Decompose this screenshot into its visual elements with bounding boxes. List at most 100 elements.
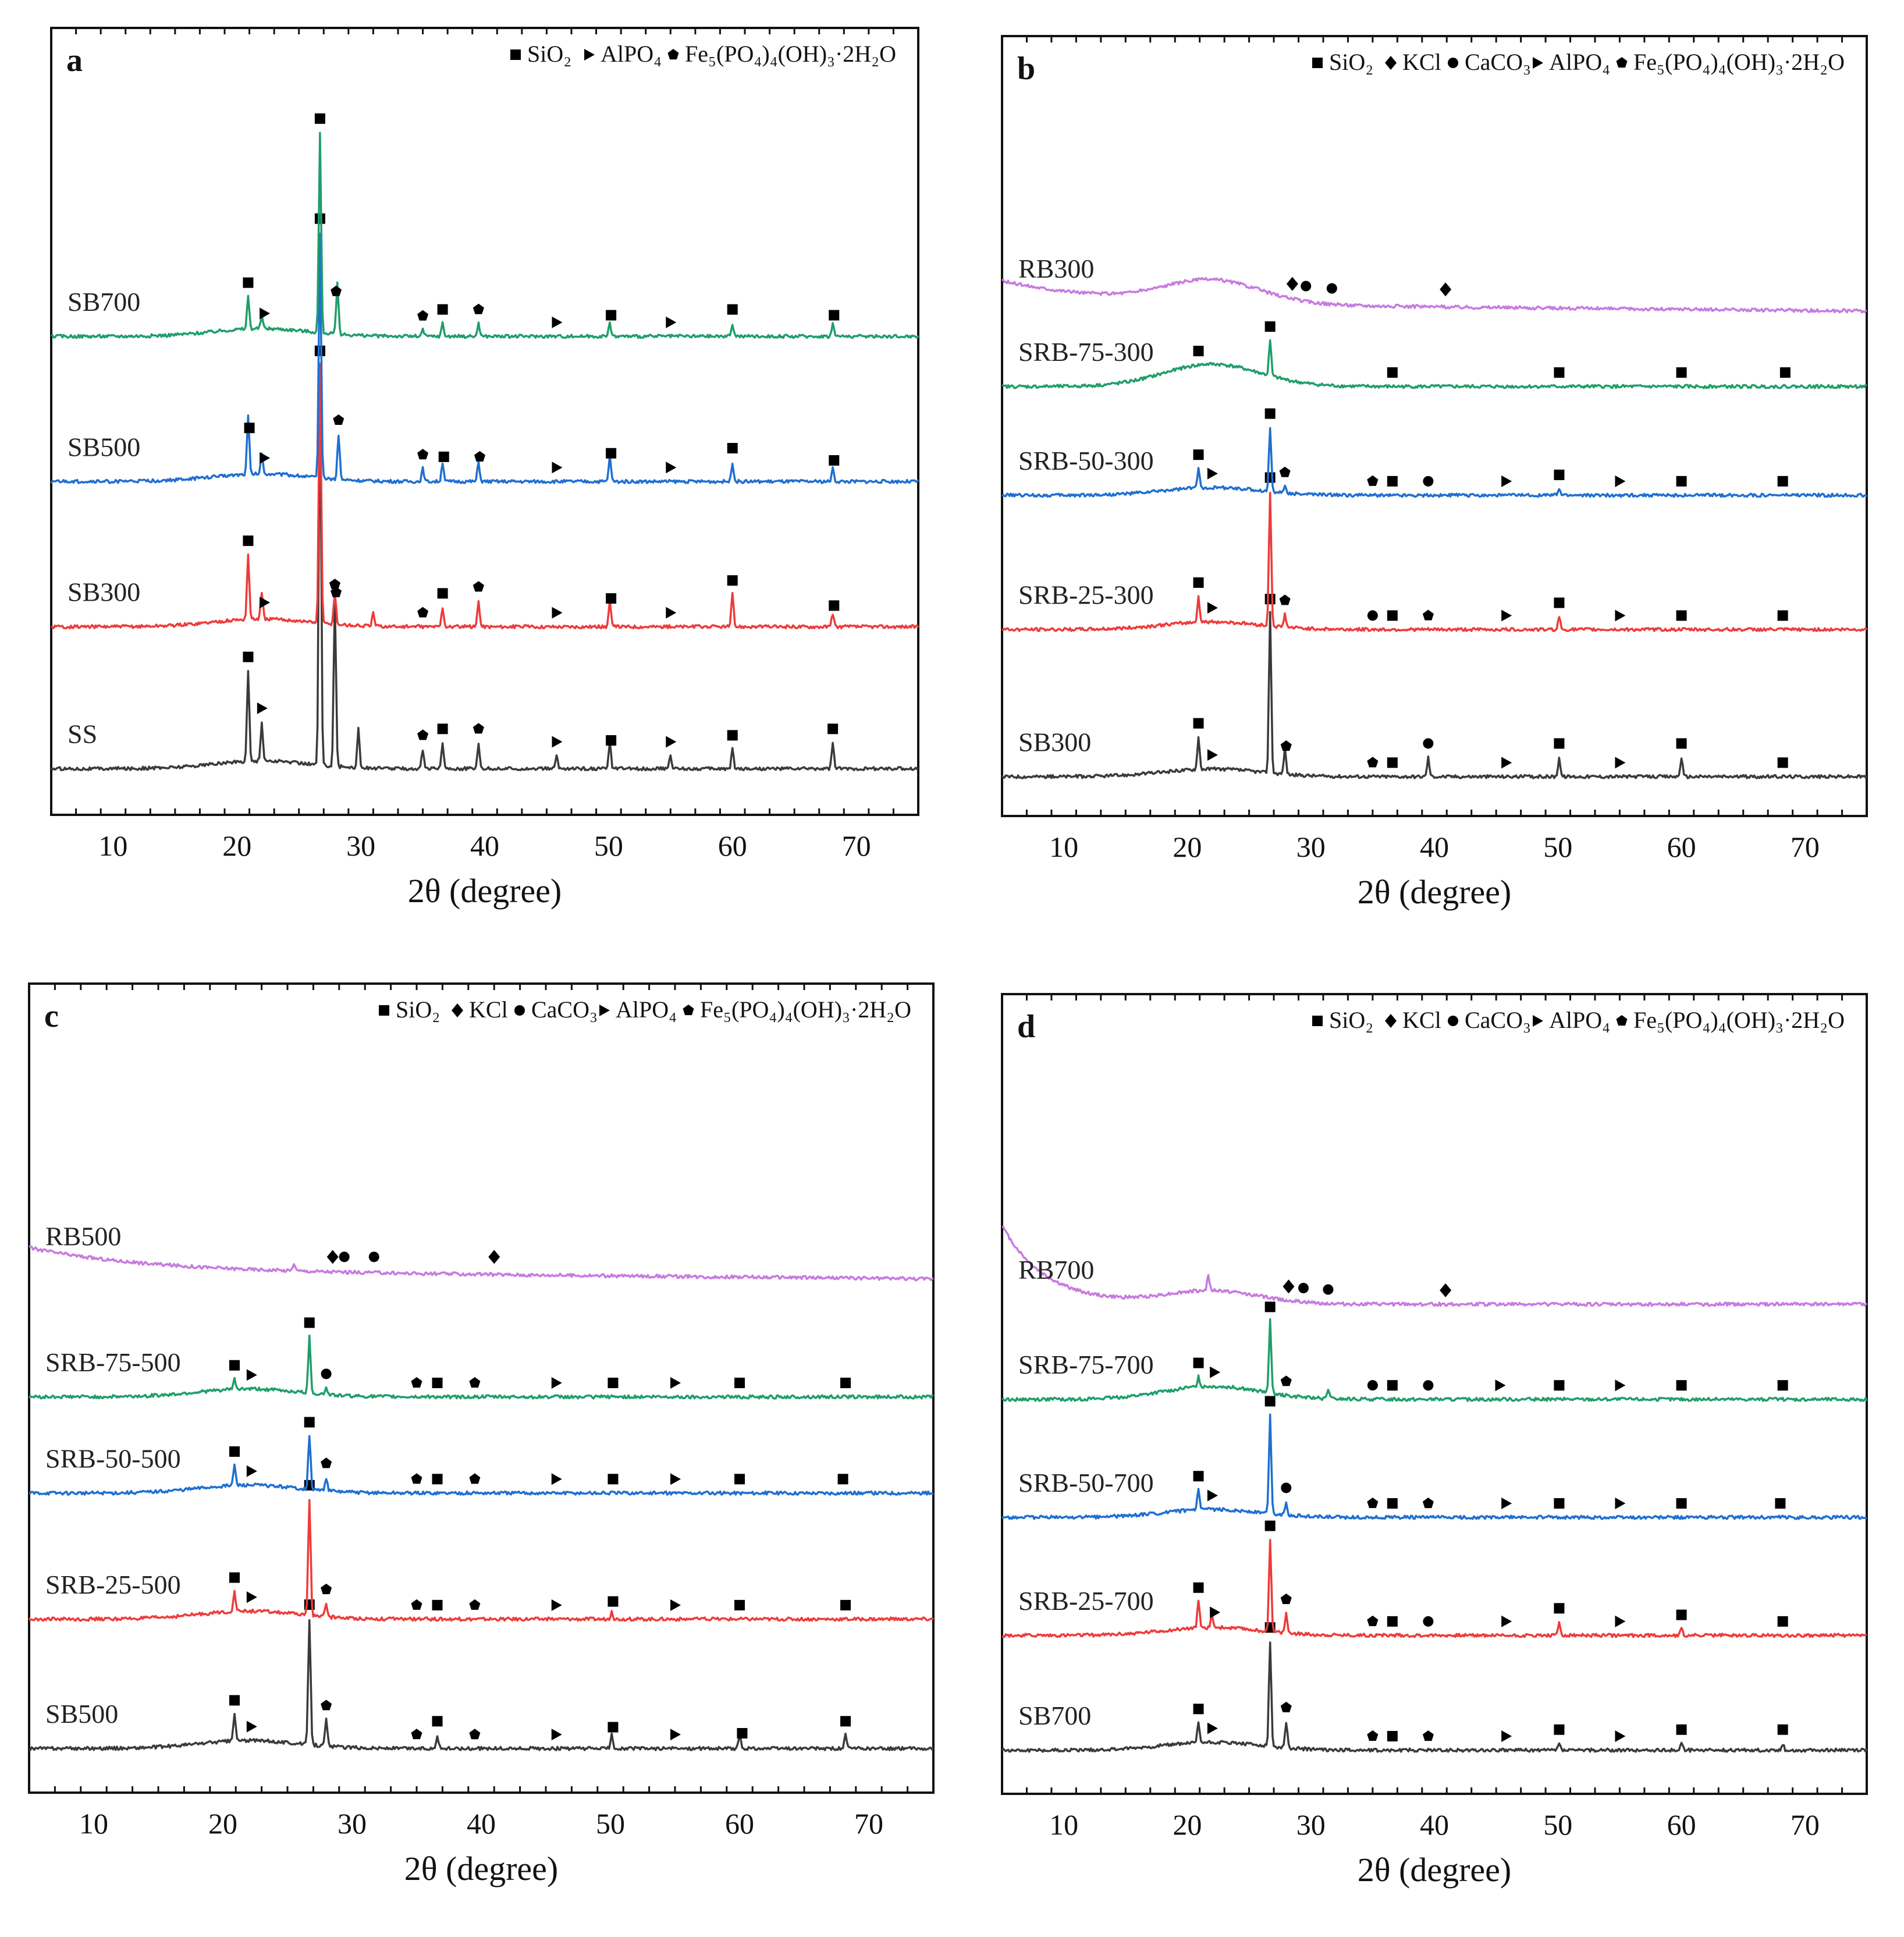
panel-d: d 10 20 30 40 50 60 70 2θ (degree) SiO₂ KCl CaCO₃ Al… (1001, 993, 1868, 1889)
legend-caco3-marker (514, 1005, 525, 1016)
series-srb-25-700-sio2-marker (1387, 1616, 1398, 1627)
legend-label-sio2: SiO₂ (1329, 49, 1373, 75)
series-sb500-alpo4-marker (552, 462, 563, 474)
trace-srb-25-300 (1001, 492, 1868, 633)
series-ss-alpo4-marker (552, 736, 563, 748)
series-ss-alpo4-marker (666, 736, 677, 748)
series-sb300-fe-marker (1280, 740, 1292, 751)
series-srb-50-300-sio2-marker (1554, 469, 1565, 480)
legend-sio2-marker (1312, 58, 1323, 68)
series-sb700-alpo4-marker (552, 316, 563, 328)
trace-sb700 (1001, 1641, 1868, 1753)
legend-kcl-marker (1385, 56, 1397, 70)
series-srb-50-500-fe-marker (411, 1473, 422, 1484)
series-sb300-alpo4-marker (1207, 749, 1218, 761)
panel-frame (1001, 35, 1868, 817)
series-ss-sio2-marker (727, 730, 738, 741)
legend-label-alpo4: AlPO₄ (1549, 49, 1610, 75)
legend-fe-marker (1616, 57, 1628, 68)
series-srb-50-500-alpo4-marker (246, 1465, 257, 1477)
series-sb300-sio2-marker (1264, 594, 1276, 605)
series-sb700-fe-marker (417, 310, 429, 321)
trace-srb-75-500 (28, 1335, 933, 1400)
trace-srb-25-700 (1001, 1539, 1867, 1638)
series-srb-50-700-caco3-marker (1281, 1482, 1292, 1493)
series-sb500-alpo4-marker (551, 1729, 562, 1741)
series-sb700-alpo4-marker (1615, 1730, 1626, 1742)
series-srb-75-500-fe-marker (411, 1377, 422, 1388)
series-label-rb500: RB500 (45, 1221, 121, 1251)
series-label-srb-25-300: SRB-25-300 (1018, 580, 1154, 610)
series-sb300-alpo4-marker (260, 597, 271, 609)
series-srb-75-300-sio2-marker (1676, 367, 1687, 378)
x-axis-title: 2θ (degree) (1358, 1851, 1511, 1889)
x-tick-label: 30 (346, 829, 375, 862)
series-sb300-sio2-marker (314, 345, 325, 356)
series-sb700-alpo4-marker (666, 316, 677, 328)
series-srb-75-700-sio2-marker (1387, 1380, 1398, 1391)
series-label-srb-75-500: SRB-75-500 (45, 1347, 181, 1377)
series-srb-50-300-sio2-marker (1676, 476, 1687, 487)
series-label-srb-75-300: SRB-75-300 (1018, 337, 1154, 367)
trace-srb-75-300 (1001, 339, 1867, 389)
series-sb500-fe-marker (321, 1700, 332, 1711)
series-srb-25-300-sio2-marker (1777, 610, 1788, 621)
series-ss-sio2-marker (606, 735, 617, 746)
legend-kcl-marker (452, 1003, 463, 1017)
series-srb-25-700-alpo4-marker (1615, 1615, 1626, 1627)
series-sb300-fe-marker (473, 581, 484, 592)
legend-label-caco3: CaCO₃ (1465, 49, 1531, 75)
series-srb-50-300-sio2-marker (1193, 449, 1204, 460)
series-srb-50-300-sio2-marker (1777, 476, 1788, 487)
x-tick-label: 30 (1296, 1808, 1326, 1841)
x-tick-label: 10 (1049, 1808, 1078, 1841)
series-srb-25-700-sio2-marker (1193, 1582, 1204, 1593)
trace-sb500 (29, 1619, 935, 1751)
series-sb300-sio2-marker (1193, 718, 1204, 729)
trace-ss (50, 363, 919, 772)
series-srb-50-500-sio2-marker (229, 1446, 240, 1457)
legend-caco3-marker (1448, 1016, 1458, 1026)
series-srb-50-700-alpo4-marker (1207, 1489, 1218, 1502)
trace-sb700 (51, 132, 919, 339)
legend-label-caco3: CaCO₃ (1465, 1007, 1531, 1033)
x-tick-label: 10 (1049, 831, 1078, 863)
series-sb700-fe-marker (473, 303, 484, 314)
series-srb-75-300-sio2-marker (1779, 367, 1791, 378)
series-rb700-caco3-marker (1298, 1283, 1309, 1294)
series-sb700-sio2-marker (1554, 1724, 1565, 1735)
series-srb-75-500-sio2-marker (229, 1360, 240, 1371)
series-srb-50-500-sio2-marker (432, 1474, 443, 1485)
series-srb-50-300-alpo4-marker (1501, 475, 1512, 487)
series-srb-50-300-alpo4-marker (1615, 475, 1626, 487)
series-rb500-caco3-marker (368, 1251, 379, 1262)
x-tick-label: 70 (842, 829, 871, 862)
series-srb-25-300-alpo4-marker (1501, 609, 1512, 622)
series-srb-75-500-alpo4-marker (551, 1377, 562, 1389)
x-tick-label: 70 (854, 1807, 883, 1840)
series-srb-75-700-sio2-marker (1676, 1380, 1687, 1391)
x-tick-label: 70 (1791, 1808, 1820, 1841)
series-sb700-sio2-marker (1387, 1730, 1398, 1741)
series-sb700-alpo4-marker (260, 307, 271, 320)
series-srb-75-500-fe-marker (469, 1377, 481, 1388)
series-label-sb300: SB300 (1018, 727, 1091, 757)
x-tick-label: 60 (725, 1807, 754, 1840)
series-sb300-sio2-marker (437, 588, 448, 599)
series-srb-50-300-caco3-marker (1423, 476, 1434, 487)
series-sb500-sio2-marker (244, 423, 255, 434)
legend-label-sio2: SiO₂ (396, 996, 440, 1023)
series-srb-25-300-fe-marker (1279, 594, 1291, 605)
series-sb300-caco3-marker (1423, 738, 1434, 749)
x-tick-label: 40 (1420, 1808, 1449, 1841)
series-srb-75-300-sio2-marker (1193, 346, 1204, 357)
series-srb-75-700-alpo4-marker (1210, 1366, 1221, 1378)
x-axis-title: 2θ (degree) (404, 1850, 558, 1888)
series-srb-50-500-alpo4-marker (551, 1473, 562, 1485)
legend-sio2-marker (379, 1005, 389, 1016)
series-srb-75-700-fe-marker (1280, 1375, 1292, 1386)
series-sb500-fe-marker (333, 414, 344, 425)
series-srb-50-300-sio2-marker (1387, 476, 1398, 487)
series-srb-50-500-sio2-marker (734, 1474, 745, 1485)
series-sb500-sio2-marker (432, 1716, 443, 1727)
